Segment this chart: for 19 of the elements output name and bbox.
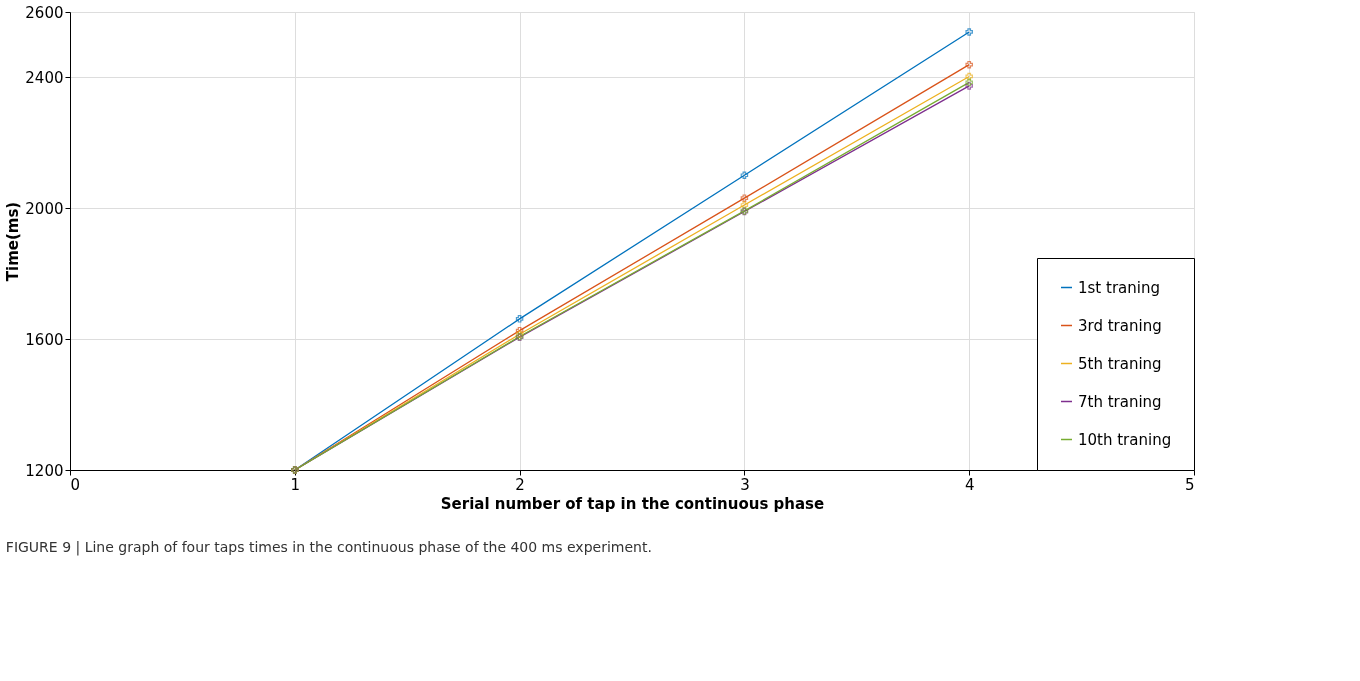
y-tick-label: 2000 <box>25 199 64 218</box>
legend-label: 3rd traning <box>1078 316 1162 335</box>
y-axis-title: Time(ms) <box>4 201 23 282</box>
legend-label: 7th traning <box>1078 392 1162 411</box>
x-tick-label: 2 <box>515 475 525 494</box>
x-tick-label: 5 <box>1184 475 1195 494</box>
legend-label: 10th traning <box>1078 430 1172 449</box>
x-tick-label: 0 <box>70 475 81 494</box>
x-tick-label: 4 <box>964 475 975 494</box>
legend-label: 1st traning <box>1078 278 1160 297</box>
y-tick-label: 1200 <box>25 461 64 480</box>
caption: FIGURE 9 | Line graph of four taps times in the continuous phase of the 400 ms experiment. <box>5 539 652 556</box>
y-tick-label: 1600 <box>25 330 64 349</box>
x-axis-title: Serial number of tap in the continuous phase <box>440 494 825 513</box>
x-tick-label: 3 <box>740 475 750 494</box>
y-tick-label: 2600 <box>25 3 64 22</box>
legend-label: 5th traning <box>1078 354 1162 373</box>
x-tick-label: 1 <box>290 475 301 494</box>
y-tick-label: 2400 <box>25 68 64 87</box>
